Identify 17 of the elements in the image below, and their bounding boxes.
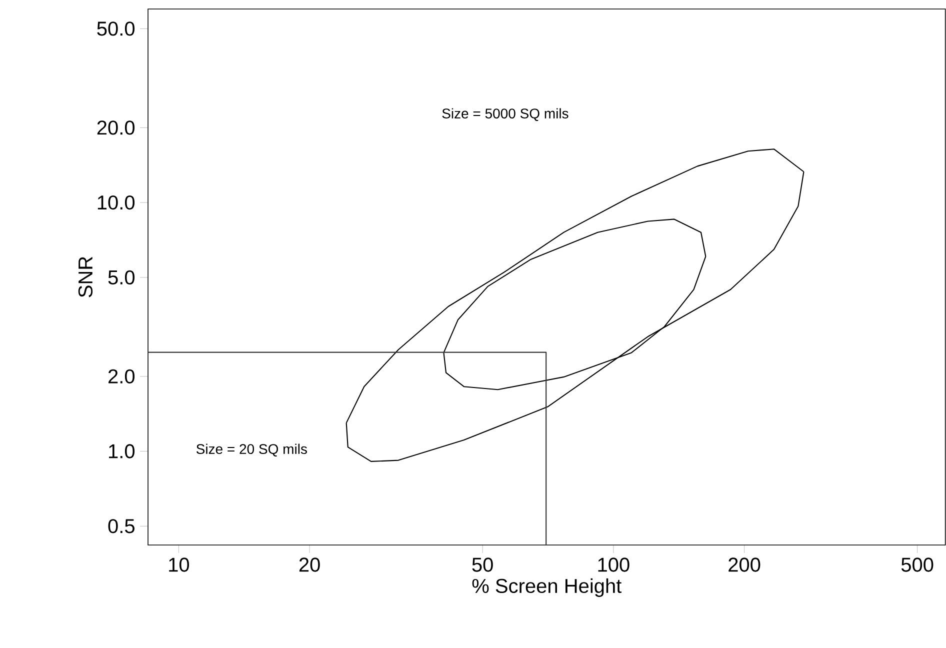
y-tick-label: 20.0 — [97, 120, 135, 135]
y-tick-label: 50.0 — [97, 22, 135, 36]
y-tick-label: 5.0 — [108, 270, 135, 284]
x-tick-label: 20 — [299, 558, 320, 572]
x-tick-label: 500 — [901, 558, 934, 572]
y-tick-label: 2.0 — [108, 369, 135, 384]
x-tick-label: 200 — [728, 558, 760, 572]
x-tick-label: 10 — [169, 558, 190, 572]
annotation: Size = 20 SQ mils — [196, 444, 307, 456]
x-tick-label: 50 — [472, 558, 493, 572]
y-tick-label: 1.0 — [109, 444, 135, 458]
y-axis-title: SNR — [78, 256, 93, 298]
annotation: Size = 5000 SQ mils — [442, 108, 568, 121]
x-axis-title: % Screen Height — [472, 578, 622, 597]
y-tick-label: 0.5 — [108, 519, 134, 534]
y-tick-label: 10.0 — [98, 195, 135, 210]
x-tick-label: 100 — [598, 558, 630, 572]
